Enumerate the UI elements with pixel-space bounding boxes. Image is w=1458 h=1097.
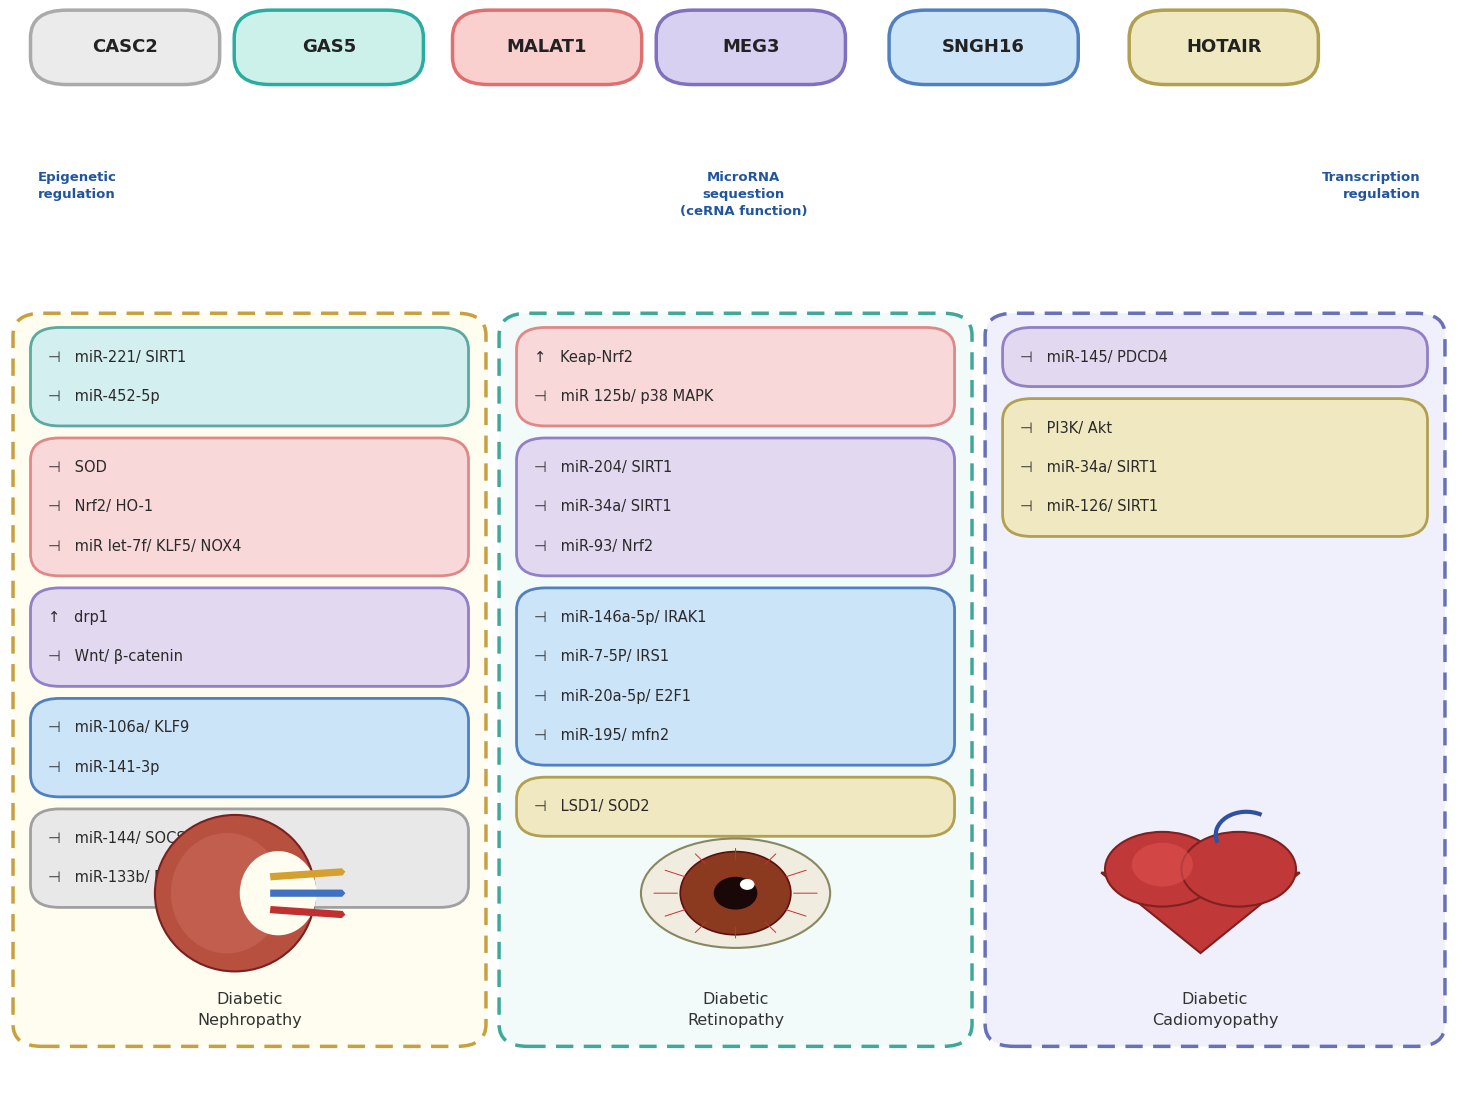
FancyArrow shape [270, 906, 346, 918]
Ellipse shape [1181, 832, 1296, 906]
FancyBboxPatch shape [13, 314, 486, 1047]
FancyBboxPatch shape [516, 438, 955, 576]
FancyBboxPatch shape [499, 314, 972, 1047]
Text: ⊣   miR 125b/ p38 MAPK: ⊣ miR 125b/ p38 MAPK [534, 389, 713, 404]
FancyBboxPatch shape [516, 588, 955, 765]
Text: ⊣   miR-7-5P/ IRS1: ⊣ miR-7-5P/ IRS1 [534, 649, 669, 665]
Text: ⊣   miR-34a/ SIRT1: ⊣ miR-34a/ SIRT1 [1021, 460, 1158, 475]
Text: ⊣   LSD1/ SOD2: ⊣ LSD1/ SOD2 [534, 800, 650, 814]
Ellipse shape [155, 815, 315, 972]
Text: ⊣   miR-133b/ FOXP1: ⊣ miR-133b/ FOXP1 [48, 870, 201, 885]
FancyBboxPatch shape [1003, 398, 1427, 536]
Text: ⊣   Wnt/ β-catenin: ⊣ Wnt/ β-catenin [48, 649, 182, 665]
Text: HOTAIR: HOTAIR [1185, 38, 1261, 56]
Text: Diabetic
Nephropathy: Diabetic Nephropathy [197, 992, 302, 1028]
Text: ⊣   miR-221/ SIRT1: ⊣ miR-221/ SIRT1 [48, 350, 187, 364]
Text: SNGH16: SNGH16 [942, 38, 1025, 56]
FancyBboxPatch shape [31, 438, 468, 576]
Text: ⊣   miR let-7f/ KLF5/ NOX4: ⊣ miR let-7f/ KLF5/ NOX4 [48, 539, 242, 554]
Ellipse shape [1131, 842, 1193, 886]
Text: Epigenetic
regulation: Epigenetic regulation [38, 171, 117, 201]
Circle shape [714, 877, 757, 909]
Text: ⊣   miR-204/ SIRT1: ⊣ miR-204/ SIRT1 [534, 460, 672, 475]
Text: MEG3: MEG3 [722, 38, 780, 56]
Ellipse shape [1105, 832, 1219, 906]
Text: ⊣   miR-145/ PDCD4: ⊣ miR-145/ PDCD4 [1021, 350, 1168, 364]
Text: Transcription
regulation: Transcription regulation [1321, 171, 1420, 201]
Text: ⊣   miR-106a/ KLF9: ⊣ miR-106a/ KLF9 [48, 721, 190, 735]
Text: ⊣   miR-93/ Nrf2: ⊣ miR-93/ Nrf2 [534, 539, 653, 554]
Text: ⊣   miR-34a/ SIRT1: ⊣ miR-34a/ SIRT1 [534, 499, 672, 514]
FancyArrow shape [270, 868, 346, 881]
FancyBboxPatch shape [31, 588, 468, 687]
FancyBboxPatch shape [656, 10, 846, 84]
FancyBboxPatch shape [889, 10, 1079, 84]
Text: Diabetic
Cadiomyopathy: Diabetic Cadiomyopathy [1152, 992, 1279, 1028]
Text: ⊣   Nrf2/ HO-1: ⊣ Nrf2/ HO-1 [48, 499, 153, 514]
Text: ⊣   miR-20a-5p/ E2F1: ⊣ miR-20a-5p/ E2F1 [534, 689, 691, 703]
FancyBboxPatch shape [1003, 328, 1427, 386]
FancyBboxPatch shape [516, 328, 955, 426]
Text: MALAT1: MALAT1 [507, 38, 588, 56]
Circle shape [681, 851, 790, 935]
FancyBboxPatch shape [31, 10, 220, 84]
Text: ⊣   miR-146a-5p/ IRAK1: ⊣ miR-146a-5p/ IRAK1 [534, 610, 707, 625]
FancyBboxPatch shape [516, 777, 955, 836]
FancyBboxPatch shape [1128, 10, 1318, 84]
Text: ↑   drp1: ↑ drp1 [48, 610, 108, 625]
FancyBboxPatch shape [31, 328, 468, 426]
Text: ⊣   miR-144/ SOCS2: ⊣ miR-144/ SOCS2 [48, 830, 195, 846]
FancyArrow shape [270, 890, 346, 896]
Ellipse shape [239, 851, 316, 936]
Text: ⊣   miR-452-5p: ⊣ miR-452-5p [48, 389, 159, 404]
FancyBboxPatch shape [31, 699, 468, 796]
Text: ⊣   miR-195/ mfn2: ⊣ miR-195/ mfn2 [534, 728, 669, 743]
Ellipse shape [171, 833, 283, 953]
Text: ⊣   PI3K/ Akt: ⊣ PI3K/ Akt [1021, 420, 1112, 436]
Text: Diabetic
Retinopathy: Diabetic Retinopathy [687, 992, 784, 1028]
Text: ⊣   SOD: ⊣ SOD [48, 460, 106, 475]
Ellipse shape [642, 838, 830, 948]
Text: ↑   Keap-Nrf2: ↑ Keap-Nrf2 [534, 350, 633, 364]
Text: ⊣   miR-126/ SIRT1: ⊣ miR-126/ SIRT1 [1021, 499, 1158, 514]
Text: GAS5: GAS5 [302, 38, 356, 56]
Text: ⊣   miR-141-3p: ⊣ miR-141-3p [48, 760, 159, 774]
Polygon shape [1101, 872, 1301, 953]
FancyBboxPatch shape [452, 10, 642, 84]
Circle shape [739, 879, 754, 890]
Text: MicroRNA
sequestion
(ceRNA function): MicroRNA sequestion (ceRNA function) [679, 171, 808, 218]
FancyBboxPatch shape [31, 808, 468, 907]
Text: CASC2: CASC2 [92, 38, 157, 56]
FancyBboxPatch shape [235, 10, 423, 84]
FancyBboxPatch shape [986, 314, 1445, 1047]
